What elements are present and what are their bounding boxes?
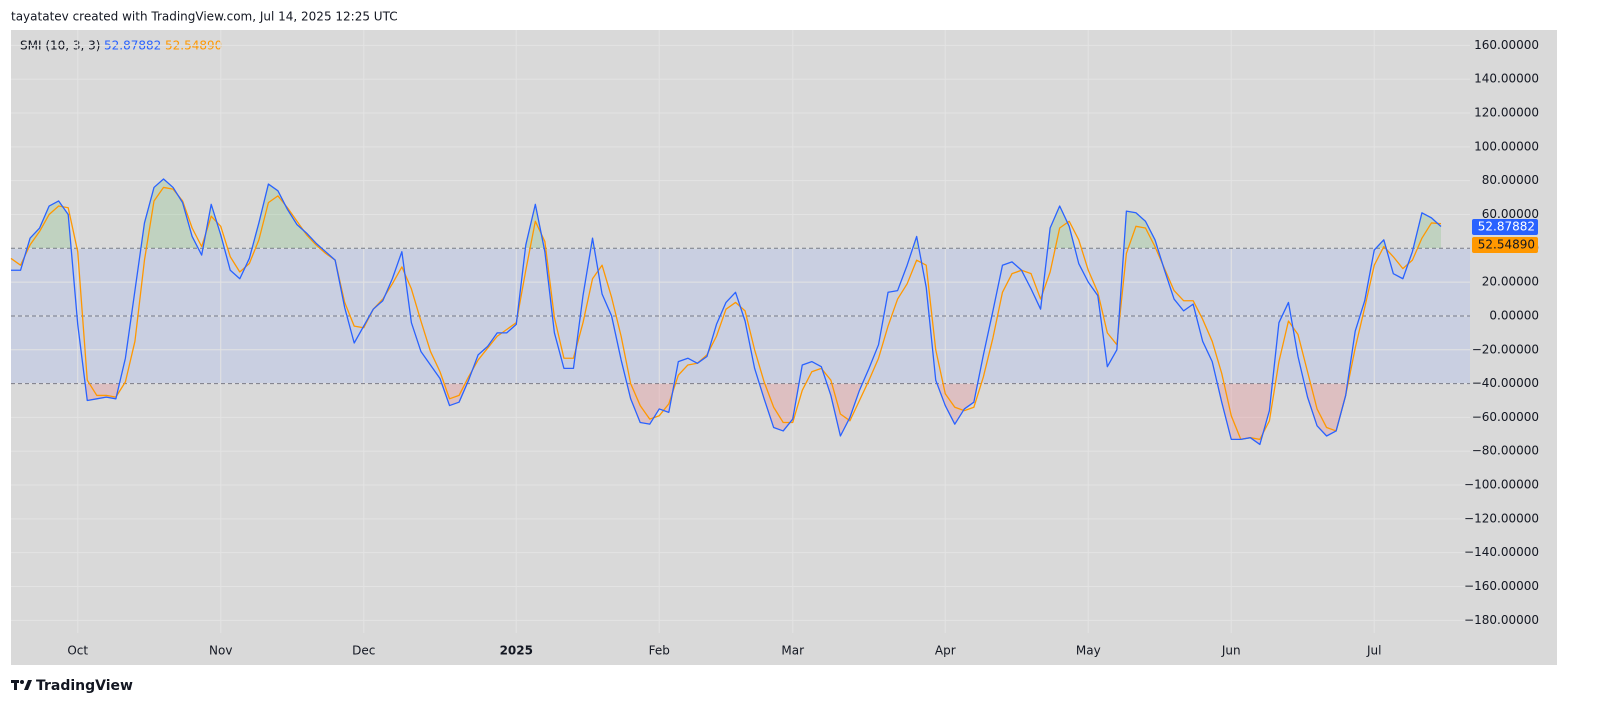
price-badge <box>1472 219 1538 235</box>
y-tick-label: −40.00000 <box>1472 376 1539 390</box>
y-tick-label: −20.00000 <box>1472 342 1539 356</box>
y-tick-label: 160.00000 <box>1474 38 1539 52</box>
x-tick-label: Jun <box>1221 644 1241 658</box>
y-tick-label: −120.00000 <box>1464 511 1539 525</box>
level-fill <box>11 178 1441 249</box>
x-tick-label: Mar <box>781 644 804 658</box>
y-tick-label: 20.00000 <box>1482 275 1539 289</box>
y-tick-label: −60.00000 <box>1472 410 1539 424</box>
x-tick-label: Jul <box>1366 644 1381 658</box>
y-tick-label: 60.00000 <box>1482 207 1539 221</box>
plot-area <box>10 30 1470 633</box>
y-tick-label: −80.00000 <box>1472 444 1539 458</box>
price-badge-label: 52.54890 <box>1478 238 1535 252</box>
x-tick-label: Feb <box>649 644 670 658</box>
series-line <box>10 186 1442 441</box>
price-badge <box>1472 237 1538 253</box>
y-tick-label: 100.00000 <box>1474 139 1539 153</box>
y-tick-label: 120.00000 <box>1474 106 1539 120</box>
y-tick-label: −160.00000 <box>1464 579 1539 593</box>
x-tick-label: Apr <box>935 644 956 658</box>
footer-brand: TradingView <box>36 678 133 694</box>
footer-logo <box>11 680 32 690</box>
x-tick-label: Oct <box>67 644 88 658</box>
x-tick-label: Dec <box>352 644 375 658</box>
y-tick-label: −100.00000 <box>1464 478 1539 492</box>
x-tick-label: May <box>1076 644 1101 658</box>
attribution: tayatatev created with TradingView.com, … <box>11 10 398 24</box>
y-tick-label: −180.00000 <box>1464 613 1539 627</box>
price-badge-label: 52.87882 <box>1478 220 1535 234</box>
x-tick-label: Nov <box>209 644 232 658</box>
y-tick-label: −140.00000 <box>1464 545 1539 559</box>
series-line <box>11 178 1442 446</box>
y-tick-label: 0.00000 <box>1489 308 1539 322</box>
y-tick-label: 80.00000 <box>1482 173 1539 187</box>
x-tick-label: 2025 <box>500 644 533 658</box>
y-tick-label: 140.00000 <box>1474 72 1539 86</box>
